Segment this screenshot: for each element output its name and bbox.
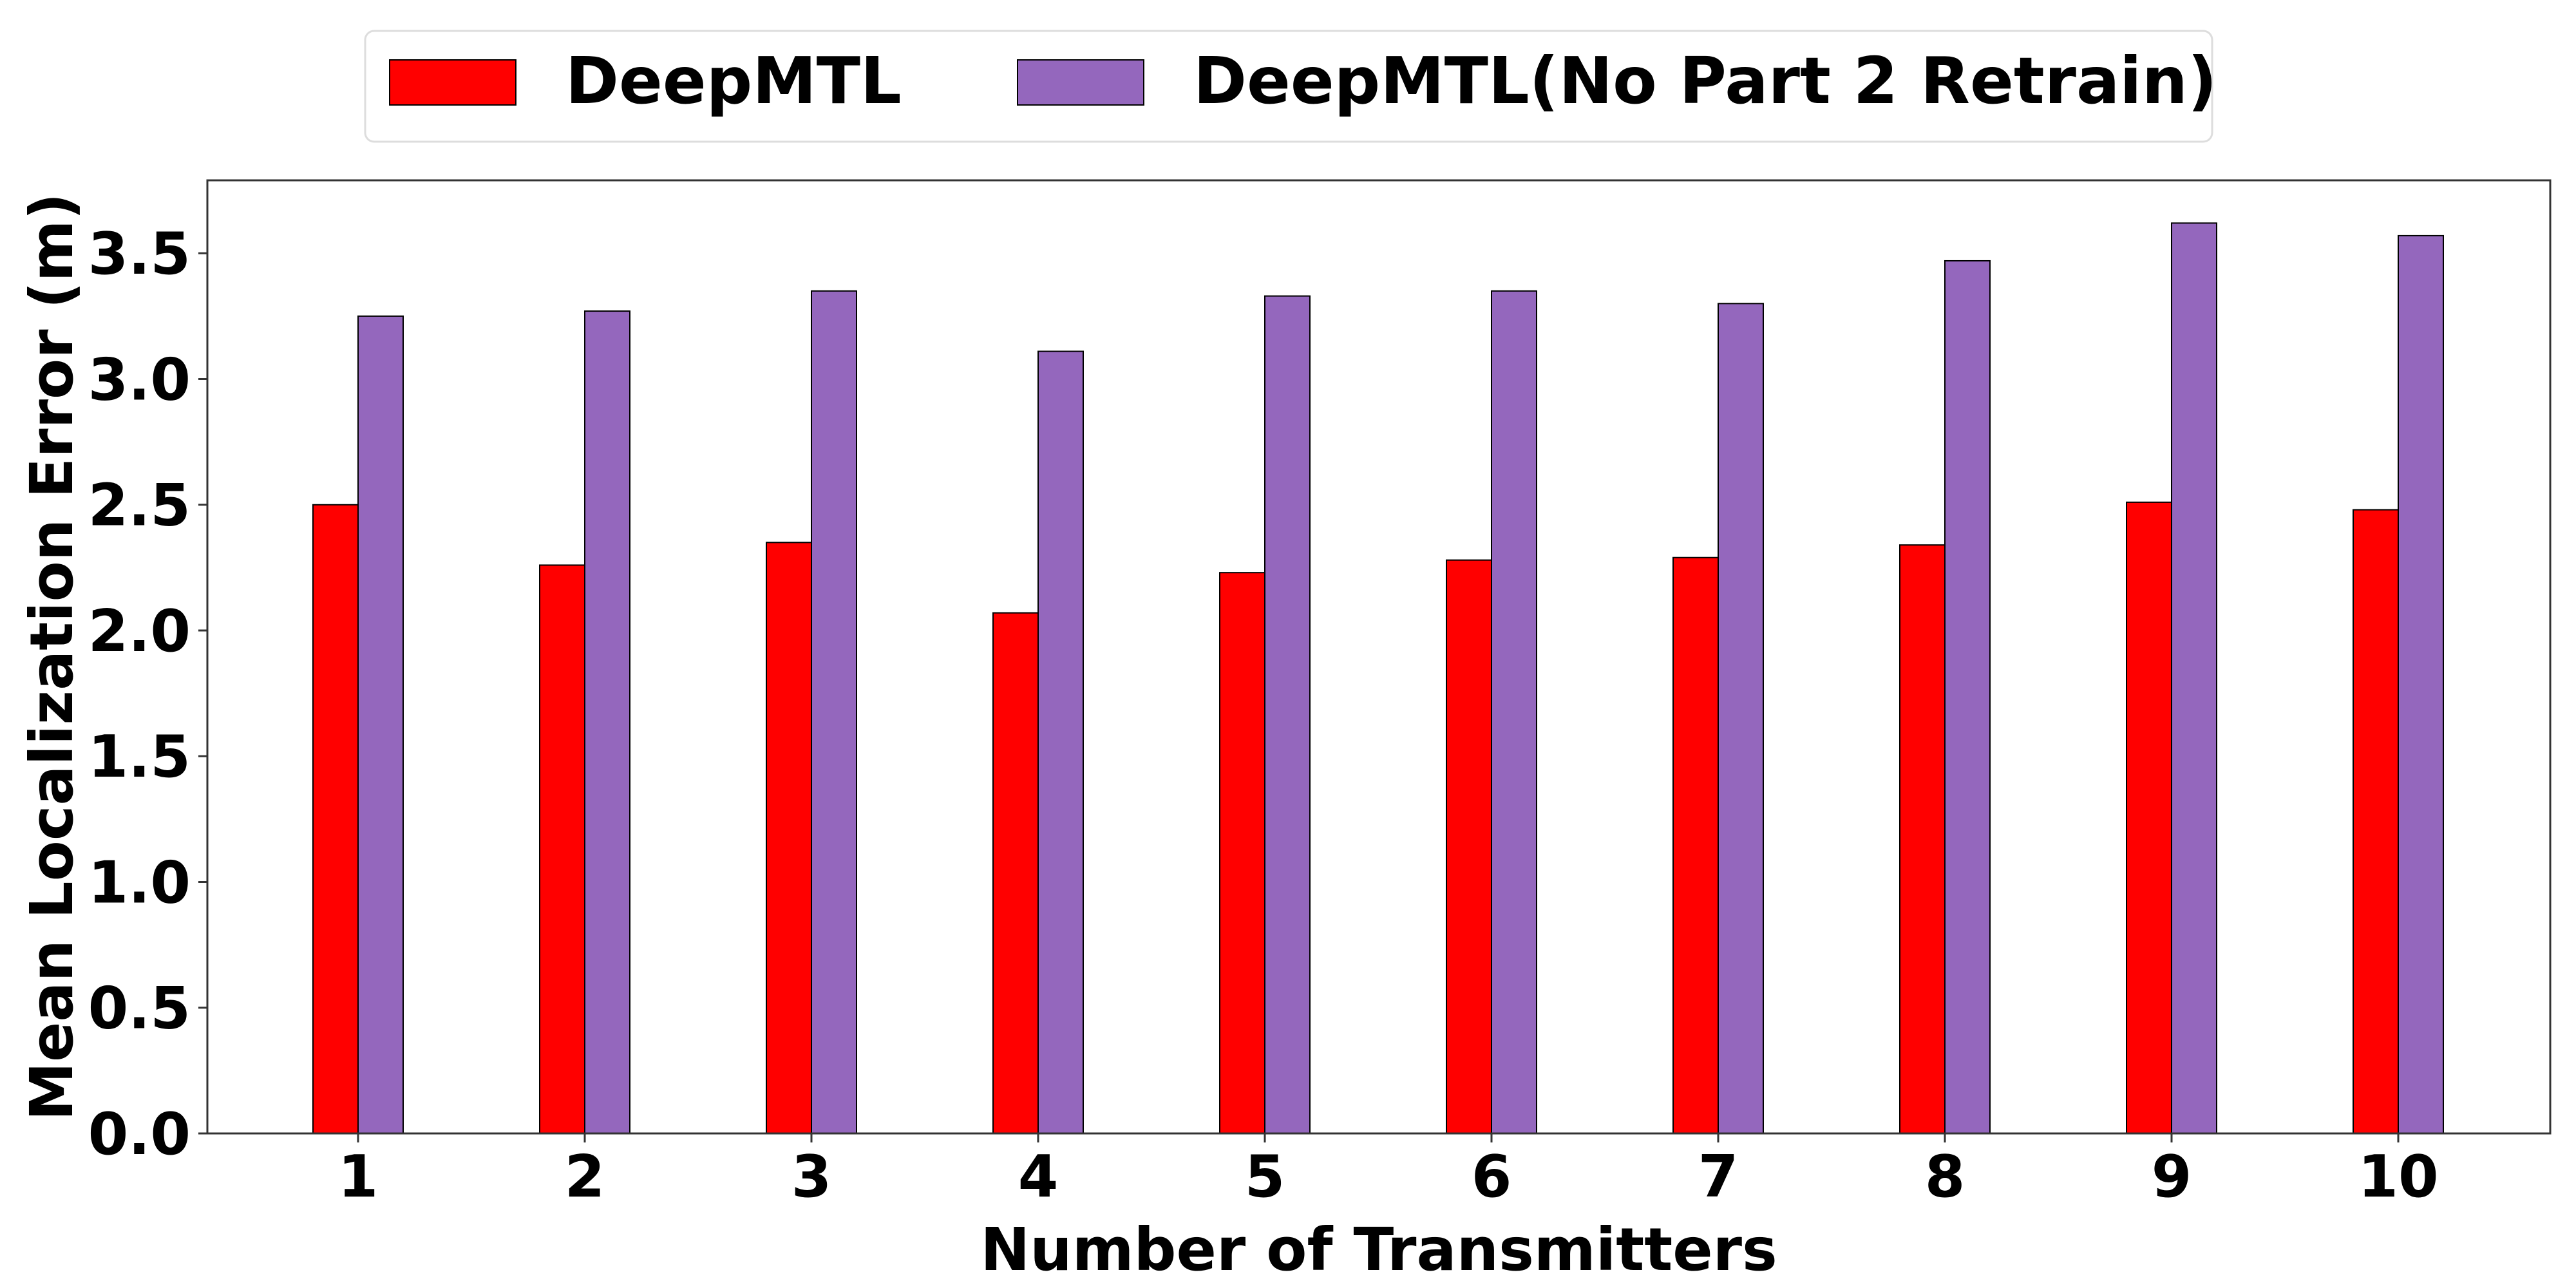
x-tick-label: 5: [1245, 1143, 1285, 1211]
bar-deepmtl-3: [766, 542, 812, 1134]
bar-deepmtl-no-retrain-3: [811, 290, 857, 1135]
bar-deepmtl-7: [1672, 556, 1719, 1134]
x-tick-label: 1: [338, 1143, 379, 1211]
axis-ticks: 1 2 3 4 5 6 7 8 9 10 0.0 0.5 1.0 1.5 2.0 2.5 3.0 3.5: [88, 220, 2439, 1211]
legend: DeepMTL DeepMTL(No Part 2 Retrain): [364, 30, 2217, 143]
legend-label-deepmtl: DeepMTL: [565, 43, 902, 118]
bar-deepmtl-no-retrain-5: [1264, 295, 1311, 1134]
bar-deepmtl-5: [1219, 572, 1265, 1134]
bar-deepmtl-no-retrain-6: [1491, 290, 1537, 1135]
bar-deepmtl-6: [1446, 559, 1492, 1134]
bar-deepmtl-8: [1899, 544, 1946, 1134]
y-tick-label: 0.0: [88, 1101, 191, 1168]
x-axis-title: Number of Transmitters: [980, 1215, 1777, 1284]
bar-deepmtl-no-retrain-2: [584, 310, 630, 1135]
legend-label-deepmtl-no-retrain: DeepMTL(No Part 2 Retrain): [1193, 43, 2217, 118]
bar-deepmtl-4: [992, 612, 1039, 1134]
plot-frame: [206, 179, 2552, 1135]
y-tick-label: 1.5: [88, 723, 191, 791]
bar-deepmtl-10: [2353, 509, 2399, 1134]
bar-deepmtl-no-retrain-1: [357, 315, 404, 1134]
bar-deepmtl-9: [2126, 501, 2172, 1134]
x-tick-label: 3: [791, 1143, 832, 1211]
y-tick-label: 3.0: [88, 346, 191, 413]
y-tick-label: 2.5: [88, 472, 191, 540]
y-tick-label: 2.0: [88, 598, 191, 665]
legend-frame: [364, 30, 2213, 143]
x-tick-label: 4: [1018, 1143, 1059, 1211]
bar-deepmtl-no-retrain-9: [2171, 222, 2217, 1134]
x-tick-label: 6: [1472, 1143, 1512, 1211]
bar-deepmtl-no-retrain-8: [1944, 260, 1991, 1134]
y-axis-title: Mean Localization Error (m): [17, 193, 86, 1121]
x-tick-label: 10: [2358, 1143, 2438, 1211]
bar-deepmtl-no-retrain-10: [2398, 234, 2444, 1134]
bar-deepmtl-1: [312, 504, 359, 1134]
legend-swatch-deepmtl: [389, 59, 516, 106]
x-tick-label: 7: [1698, 1143, 1739, 1211]
y-tick-label: 1.0: [88, 849, 191, 916]
legend-swatch-deepmtl-no-retrain: [1017, 59, 1144, 106]
bar-deepmtl-no-retrain-7: [1718, 303, 1764, 1134]
x-tick-label: 9: [2152, 1143, 2192, 1211]
y-tick-label: 3.5: [88, 220, 191, 288]
y-tick-label: 0.5: [88, 975, 191, 1043]
x-tick-label: 8: [1925, 1143, 1965, 1211]
bar-deepmtl-no-retrain-4: [1037, 350, 1084, 1134]
x-tick-label: 2: [565, 1143, 605, 1211]
bar-deepmtl-2: [539, 564, 585, 1134]
bars: [312, 222, 2444, 1135]
